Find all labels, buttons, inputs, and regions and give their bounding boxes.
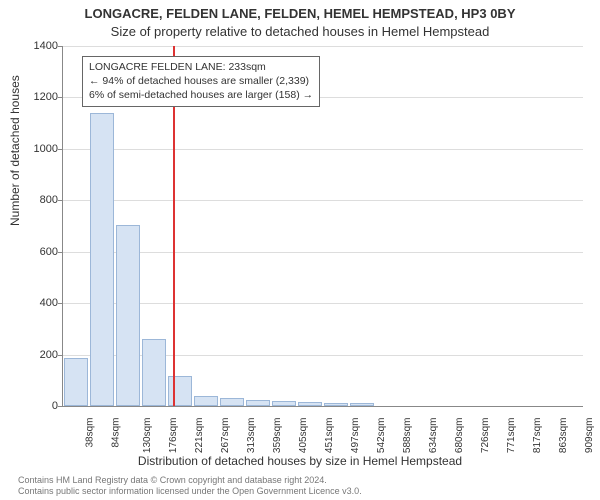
annotation-line3: 6% of semi-detached houses are larger (1… — [89, 88, 313, 102]
ytick-label: 1200 — [18, 91, 58, 103]
xtick-label: 909sqm — [584, 418, 595, 454]
footer-attribution: Contains HM Land Registry data © Crown c… — [18, 475, 362, 497]
xtick-label: 542sqm — [376, 418, 387, 454]
xtick-label: 130sqm — [142, 418, 153, 454]
ytick-label: 1000 — [18, 143, 58, 155]
xtick-label: 497sqm — [350, 418, 361, 454]
xtick-label: 84sqm — [111, 418, 122, 448]
xtick-label: 726sqm — [480, 418, 491, 454]
xtick-label: 38sqm — [85, 418, 96, 448]
gridline — [63, 200, 583, 201]
ytick-label: 1400 — [18, 40, 58, 52]
gridline — [63, 46, 583, 47]
annotation-box: LONGACRE FELDEN LANE: 233sqm ← 94% of de… — [82, 56, 320, 107]
ytick-mark — [58, 97, 63, 98]
histogram-bar — [90, 113, 115, 406]
ytick-mark — [58, 149, 63, 150]
ytick-mark — [58, 303, 63, 304]
histogram-bar — [246, 400, 271, 406]
xtick-label: 267sqm — [220, 418, 231, 454]
footer-line1: Contains HM Land Registry data © Crown c… — [18, 475, 362, 486]
xtick-label: 405sqm — [298, 418, 309, 454]
histogram-bar — [194, 396, 219, 406]
gridline — [63, 252, 583, 253]
ytick-mark — [58, 46, 63, 47]
ytick-label: 400 — [18, 297, 58, 309]
gridline — [63, 149, 583, 150]
histogram-bar — [116, 225, 141, 406]
histogram-bar — [168, 376, 193, 406]
annotation-line2: ← 94% of detached houses are smaller (2,… — [89, 74, 313, 88]
xtick-label: 680sqm — [454, 418, 465, 454]
histogram-bar — [324, 403, 349, 406]
histogram-bar — [350, 403, 375, 406]
histogram-bar — [298, 402, 323, 406]
ytick-label: 800 — [18, 194, 58, 206]
ytick-mark — [58, 406, 63, 407]
chart-title-line2: Size of property relative to detached ho… — [0, 24, 600, 39]
xtick-label: 451sqm — [324, 418, 335, 454]
x-axis-label: Distribution of detached houses by size … — [0, 454, 600, 468]
ytick-mark — [58, 355, 63, 356]
xtick-label: 176sqm — [168, 418, 179, 454]
xtick-label: 771sqm — [506, 418, 517, 454]
xtick-label: 863sqm — [558, 418, 569, 454]
histogram-bar — [64, 358, 89, 406]
xtick-label: 588sqm — [402, 418, 413, 454]
chart-title-line1: LONGACRE, FELDEN LANE, FELDEN, HEMEL HEM… — [0, 6, 600, 21]
ytick-label: 600 — [18, 246, 58, 258]
gridline — [63, 303, 583, 304]
ytick-label: 0 — [18, 400, 58, 412]
ytick-label: 200 — [18, 349, 58, 361]
chart-container: LONGACRE, FELDEN LANE, FELDEN, HEMEL HEM… — [0, 0, 600, 500]
footer-line2: Contains public sector information licen… — [18, 486, 362, 497]
histogram-bar — [272, 401, 297, 406]
xtick-label: 221sqm — [194, 418, 205, 454]
ytick-mark — [58, 200, 63, 201]
histogram-bar — [220, 398, 245, 406]
xtick-label: 634sqm — [428, 418, 439, 454]
histogram-bar — [142, 339, 167, 406]
xtick-label: 817sqm — [532, 418, 543, 454]
xtick-label: 359sqm — [272, 418, 283, 454]
ytick-mark — [58, 252, 63, 253]
xtick-label: 313sqm — [246, 418, 257, 454]
annotation-line1: LONGACRE FELDEN LANE: 233sqm — [89, 60, 313, 74]
